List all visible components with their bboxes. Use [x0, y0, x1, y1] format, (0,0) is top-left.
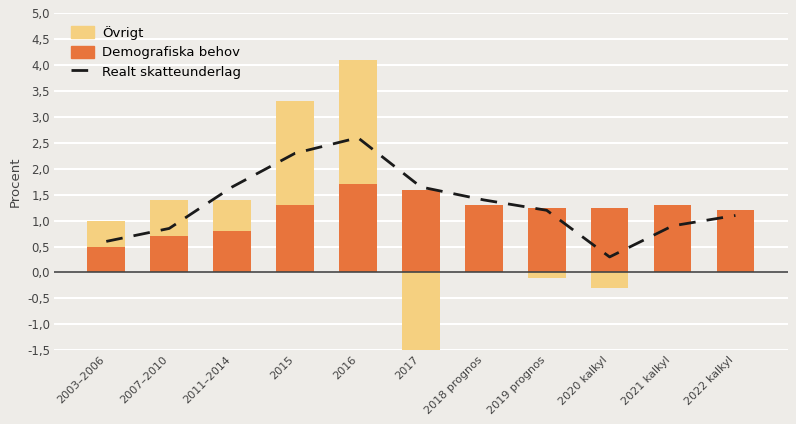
- Bar: [528, 208, 566, 273]
- Bar: [591, 273, 629, 288]
- Bar: [213, 231, 251, 273]
- Bar: [654, 205, 692, 273]
- Bar: [339, 184, 377, 273]
- Bar: [88, 220, 125, 247]
- Bar: [591, 208, 629, 273]
- Y-axis label: Procent: Procent: [8, 156, 21, 207]
- Bar: [276, 101, 314, 205]
- Legend: Övrigt, Demografiska behov, Realt skatteunderlag: Övrigt, Demografiska behov, Realt skatte…: [68, 23, 244, 81]
- Bar: [88, 247, 125, 273]
- Bar: [465, 205, 502, 273]
- Bar: [276, 205, 314, 273]
- Bar: [339, 60, 377, 184]
- Bar: [402, 273, 439, 353]
- Bar: [528, 273, 566, 278]
- Bar: [716, 210, 755, 273]
- Bar: [150, 200, 188, 236]
- Bar: [150, 236, 188, 273]
- Bar: [213, 200, 251, 231]
- Bar: [402, 190, 439, 273]
